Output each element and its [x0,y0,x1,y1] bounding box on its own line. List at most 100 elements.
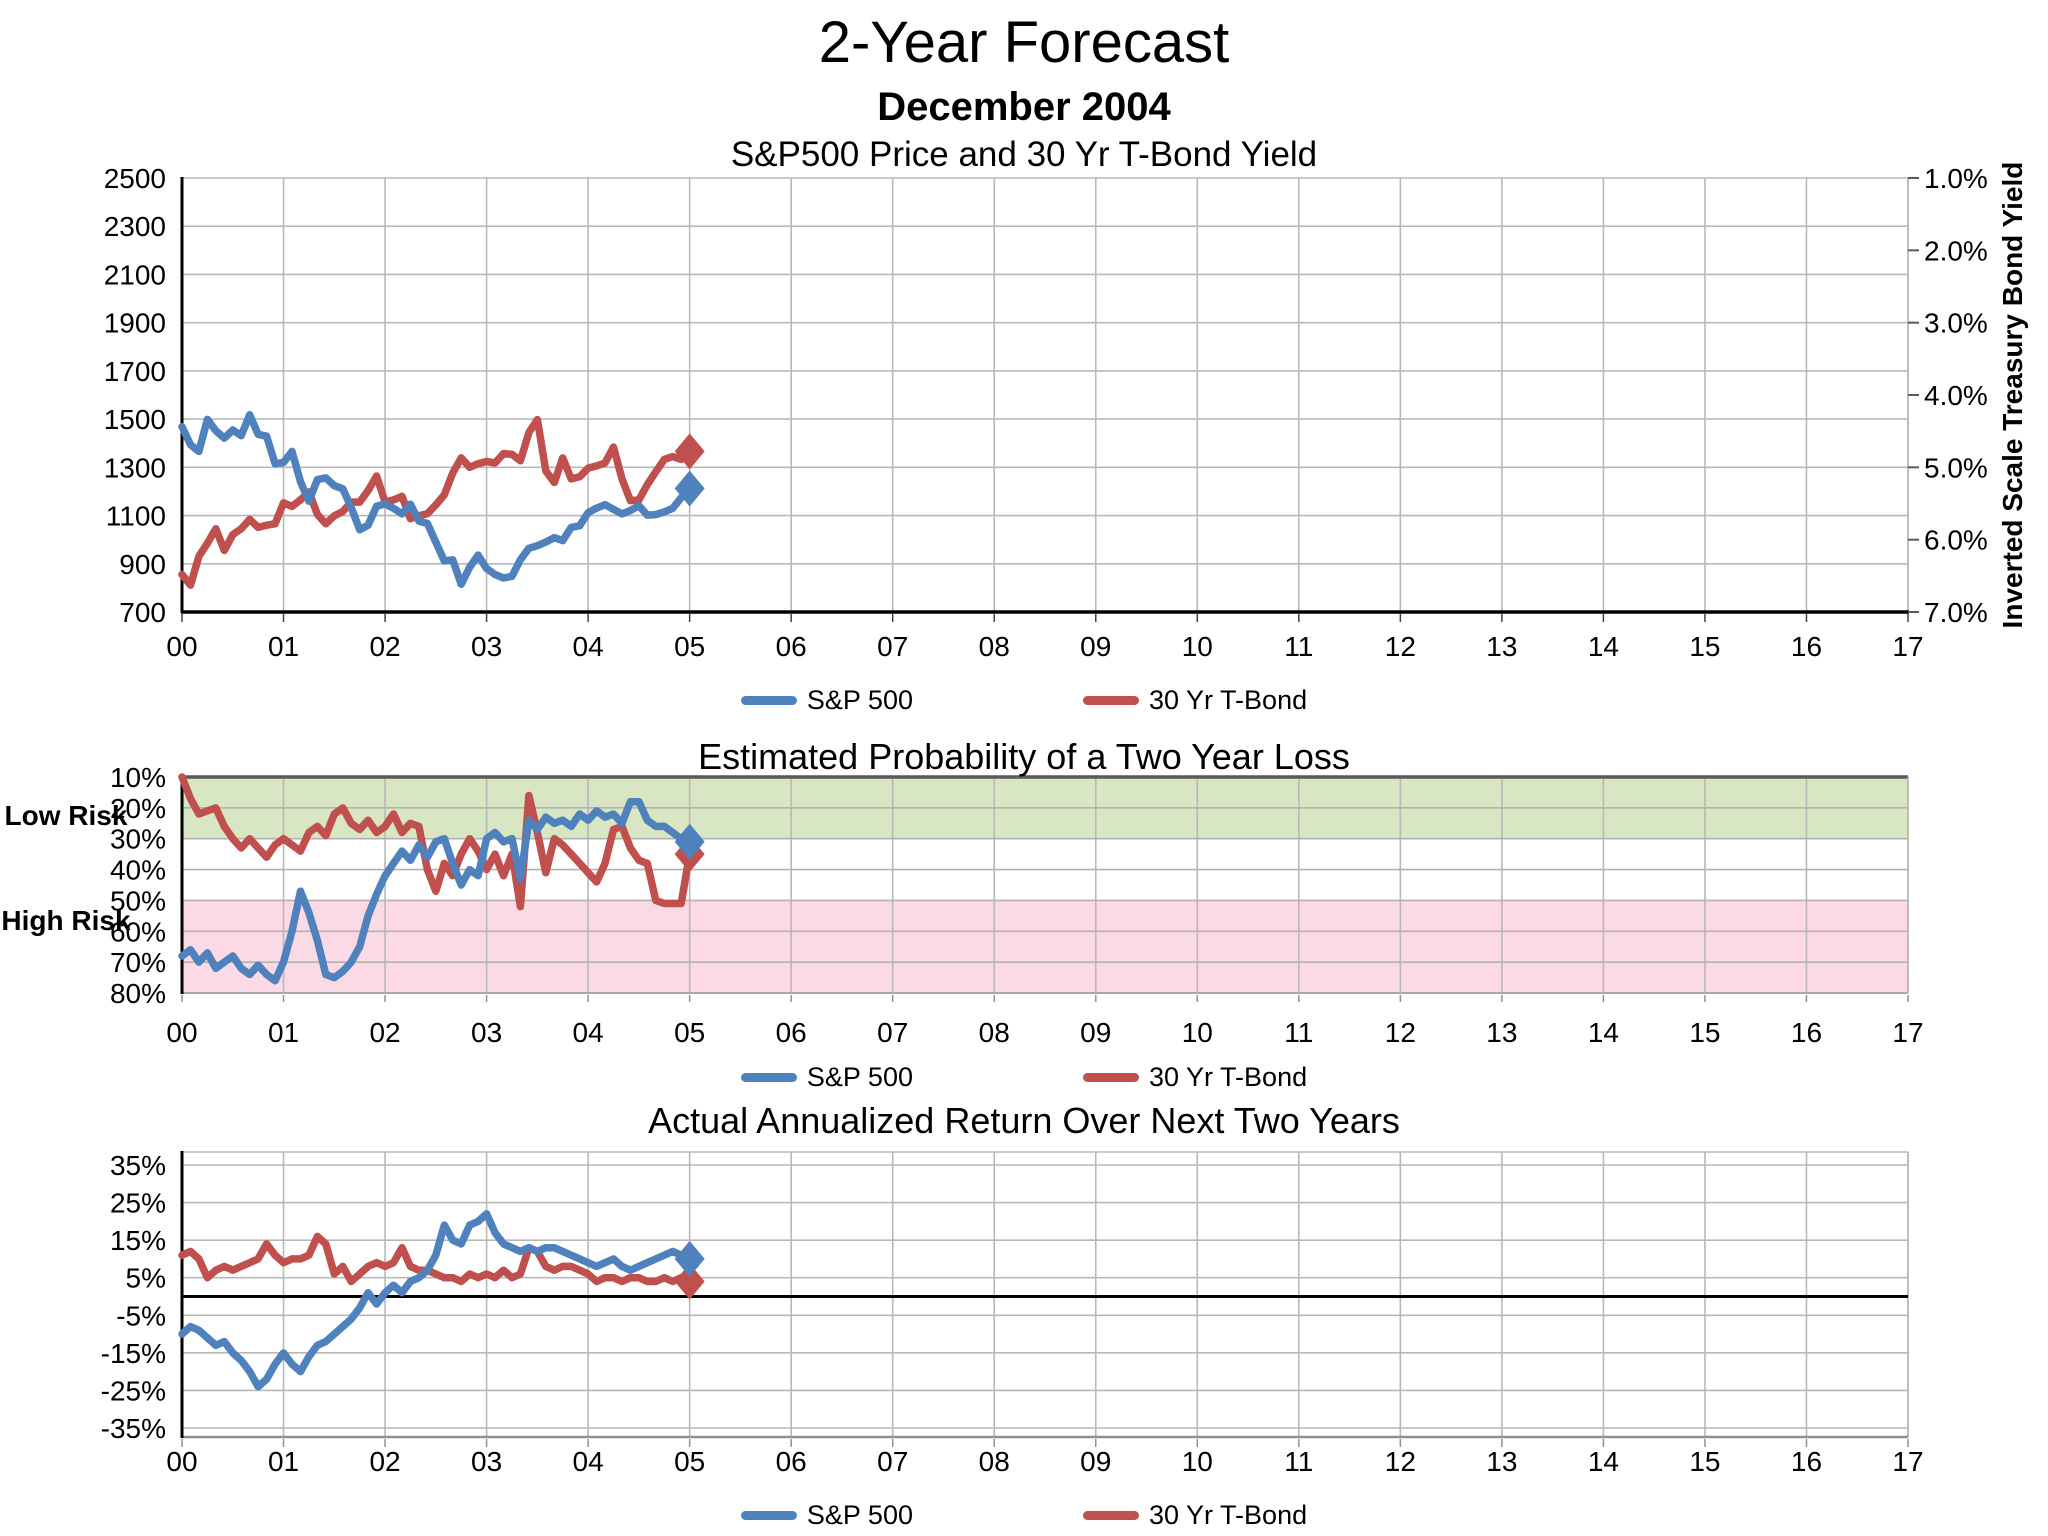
sp500-end-marker [674,1240,705,1277]
page-title: 2-Year Forecast [818,10,1230,75]
tick-label: 2.0% [1924,235,1988,266]
tick-label: 08 [979,1446,1010,1477]
tick-label: 2500 [104,163,166,194]
tick-label: 17 [1892,1017,1923,1048]
bottom-chart: 35% 25% 15% 5% -5% -15% -25% -35%00 01 02 03 04 05 06… [101,1150,1924,1477]
tick-label: 11 [1284,1017,1313,1048]
top-chart-legend: S&P 500 30 Yr T-Bond [0,682,2048,718]
bottom-chart-title: Actual Annualized Return Over Next Two Y… [648,1100,1400,1141]
tick-label: 17 [1892,1446,1923,1477]
tick-label: 01 [268,1017,299,1048]
high-risk-band [182,900,1908,993]
tick-label: 05 [674,631,705,662]
tick-label: 5% [126,1263,166,1294]
tick-label: 14 [1588,631,1619,662]
tick-label: 03 [471,1446,502,1477]
tbond-line-swatch-icon [1082,1510,1139,1520]
tick-label: 02 [369,1446,400,1477]
page-subtitle: December 2004 [877,85,1171,129]
tick-label: 04 [573,631,604,662]
tick-label: 10% [110,762,166,793]
tick-label: 2100 [104,259,166,290]
right-axis-title: Inverted Scale Treasury Bond Yield [1997,162,2028,629]
tick-label: 01 [268,1446,299,1477]
tick-label: 13 [1486,1017,1517,1048]
bottom-chart-legend: S&P 500 30 Yr T-Bond [0,1497,2048,1533]
legend-item-sp500: S&P 500 [740,1062,913,1093]
tick-label: 7.0% [1924,597,1988,628]
tick-label: 09 [1080,631,1111,662]
tick-label: 10 [1182,631,1213,662]
tick-label: 1100 [106,501,166,532]
tick-label: 11 [1284,1446,1313,1477]
tick-label: 06 [776,1446,807,1477]
tick-label: 3.0% [1924,308,1988,339]
sp500-probability-line [178,797,694,985]
tbond-line-swatch-icon [1082,695,1139,705]
tbond-yield-line [178,415,694,589]
tick-label: 1900 [104,308,166,339]
low-risk-label: Low Risk [4,800,128,831]
top-chart-title: S&P500 Price and 30 Yr T-Bond Yield [730,135,1318,174]
tick-label: 4.0% [1924,380,1988,411]
sp500-end-marker [674,470,705,507]
tbond-line-swatch-icon [1082,1072,1139,1082]
tick-label: -5% [116,1300,166,1331]
sp500-line-swatch-icon [740,695,797,705]
tick-label: 12 [1385,1017,1416,1048]
tick-label: 00 [166,631,197,662]
tick-label: 13 [1486,1446,1517,1477]
tick-label: 1300 [104,452,166,483]
tick-label: 2300 [104,211,166,242]
tick-label: 01 [268,631,299,662]
tick-label: 80% [110,978,166,1009]
tick-label: 14 [1588,1017,1619,1048]
legend-item-tbond: 30 Yr T-Bond [1082,1061,1308,1093]
tbond-end-marker [674,1263,705,1300]
tick-label: 900 [119,549,166,580]
tick-label: 08 [979,631,1010,662]
tick-label: 09 [1080,1446,1111,1477]
tick-label: 25% [110,1188,166,1219]
legend-item-sp500: S&P 500 [740,1500,913,1531]
legend-item-sp500: S&P 500 [740,684,913,716]
sp500-line-swatch-icon [740,1510,797,1520]
legend-label-tbond: 30 Yr T-Bond [1148,1061,1308,1092]
tick-label: 09 [1080,1017,1111,1048]
tick-label: 07 [877,1446,908,1477]
tick-label: 07 [877,631,908,662]
high-risk-label: High Risk [1,905,131,936]
tick-label: -35% [101,1413,166,1444]
middle-chart-legend: S&P 500 30 Yr T-Bond [0,1059,2048,1095]
legend-label-sp500: S&P 500 [806,684,913,715]
tick-label: 16 [1791,1446,1822,1477]
tick-label: 10 [1182,1017,1213,1048]
sp500-line-swatch-icon [740,1072,797,1082]
top-chart: 250023002100190017001500130011009007001.… [104,162,2028,662]
tick-label: 00 [166,1017,197,1048]
tick-label: 60% [110,916,166,947]
tick-label: 5.0% [1924,452,1988,483]
tick-label: 1.0% [1924,163,1988,194]
legend-item-tbond: 30 Yr T-Bond [1082,1499,1308,1531]
tick-label: 06 [776,631,807,662]
sp500-price-line [178,411,694,589]
tick-label: 05 [674,1017,705,1048]
tick-label: 50% [110,885,166,916]
tick-label: 30% [110,824,166,855]
tick-label: 11 [1284,631,1313,662]
legend-label-tbond: 30 Yr T-Bond [1148,684,1308,715]
legend-label-tbond: 30 Yr T-Bond [1148,1499,1308,1530]
tick-label: 02 [369,1017,400,1048]
tbond-return-line [178,1232,694,1286]
tick-label: 02 [369,631,400,662]
tick-label: 00 [166,1446,197,1477]
tick-label: 07 [877,1017,908,1048]
tick-label: 03 [471,1017,502,1048]
tick-label: 14 [1588,1446,1619,1477]
tick-label: 08 [979,1017,1010,1048]
tick-label: 03 [471,631,502,662]
sp500-end-marker [674,823,705,860]
middle-chart-title: Estimated Probability of a Two Year Loss [698,736,1350,777]
